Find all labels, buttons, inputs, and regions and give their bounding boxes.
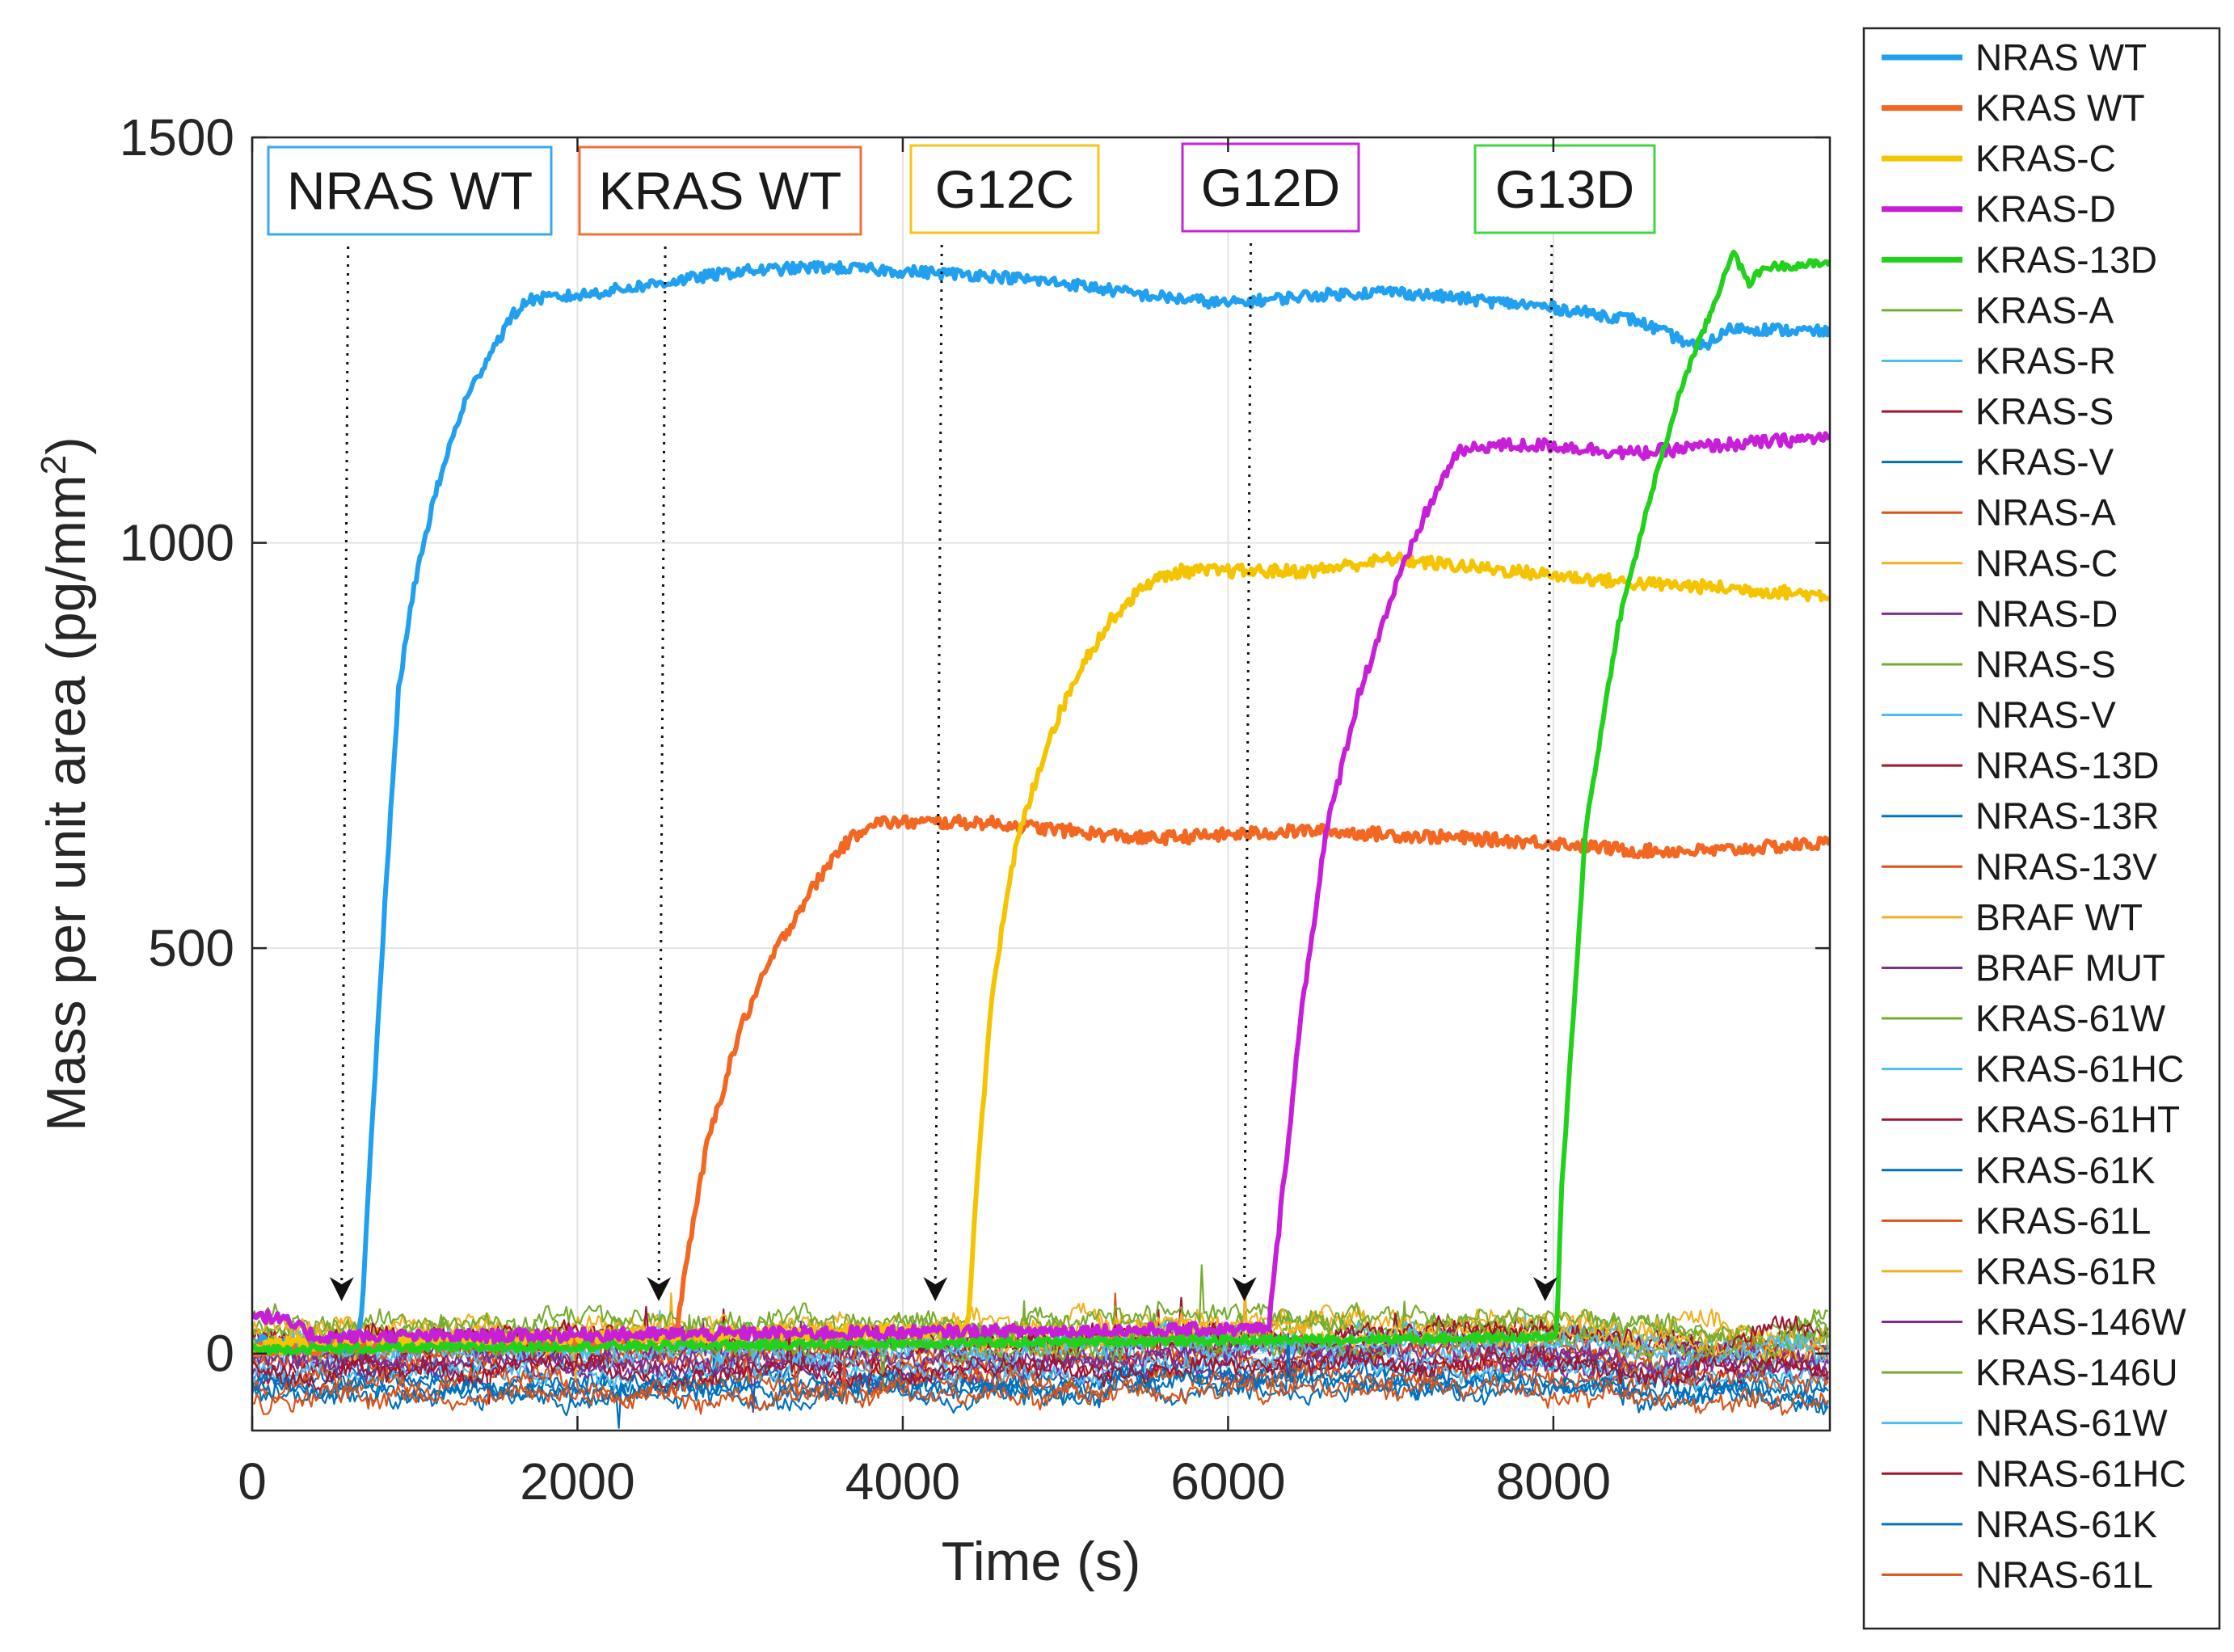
series-line-nras-61hc (252, 1334, 1829, 1394)
series-line-kras-61l (252, 1346, 1829, 1406)
legend-label: NRAS-13V (1975, 845, 2157, 887)
series-line-kras-61w (252, 1264, 1829, 1360)
annotation-label: G12D (1201, 158, 1340, 217)
legend-label: BRAF WT (1975, 896, 2143, 938)
series-line-nras-61k (252, 1333, 1829, 1429)
annotation-label: KRAS WT (599, 161, 842, 221)
legend-label: KRAS-61K (1975, 1149, 2156, 1191)
annotation-box (1473, 144, 1656, 234)
legend-label: NRAS-S (1975, 643, 2116, 685)
legend-label: NRAS-C (1975, 542, 2118, 584)
legend-box (1862, 27, 2221, 1630)
legend-label: NRAS-61W (1975, 1402, 2168, 1444)
series-line-kras-d (252, 431, 1830, 1346)
series-lines (252, 249, 1830, 1429)
legend-label: KRAS-13D (1975, 238, 2157, 280)
series-line-nras-61l (252, 1357, 1829, 1416)
legend-label: NRAS-A (1975, 491, 2116, 533)
annotation-box (909, 144, 1100, 234)
annotation-box (267, 145, 553, 236)
legend-label: KRAS WT (1975, 87, 2145, 129)
legend-label: KRAS-61HT (1975, 1098, 2180, 1140)
x-tick-label: 4000 (845, 1452, 960, 1511)
x-tick-label: 2000 (520, 1452, 634, 1511)
legend-label: NRAS-13R (1975, 795, 2160, 837)
y-axis-label-main: Mass per unit area (pg/mm (36, 474, 97, 1132)
y-tick-label: 1500 (120, 108, 234, 166)
legend-label: KRAS-146U (1975, 1351, 2178, 1393)
legend: NRAS WT KRAS WT KRAS-C KRAS-D KRAS-13D KRAS-A… (1862, 27, 2221, 1630)
annotation-label: G12C (935, 159, 1074, 219)
annotation-label: NRAS WT (287, 161, 533, 221)
legend-label: KRAS-V (1975, 441, 2114, 483)
legend-label: KRAS-S (1975, 390, 2114, 432)
legend-label: BRAF MUT (1975, 946, 2165, 988)
plot-frame (251, 136, 1831, 1432)
annotation-arrow (1232, 242, 1257, 1301)
legend-label: NRAS-D (1975, 592, 2118, 634)
legend-label: NRAS-61K (1975, 1503, 2157, 1545)
annotation-label: G13D (1495, 159, 1634, 219)
series-line-nras-wt (252, 259, 1830, 1355)
legend-label: KRAS-61HC (1975, 1048, 2184, 1090)
x-tick-label: 6000 (1170, 1452, 1285, 1511)
x-tick-label: 0 (238, 1452, 267, 1511)
y-axis-label-superscript: 2 (34, 455, 74, 474)
legend-label: NRAS WT (1975, 36, 2147, 78)
legend-label: KRAS-R (1975, 339, 2116, 381)
x-tick-label: 8000 (1496, 1452, 1611, 1511)
legend-label: NRAS-61L (1975, 1553, 2153, 1595)
y-tick-label: 1000 (120, 514, 234, 572)
legend-label: KRAS-61L (1975, 1199, 2151, 1241)
legend-label: NRAS-13D (1975, 744, 2160, 786)
legend-label: KRAS-D (1975, 188, 2116, 230)
legend-label: KRAS-61R (1975, 1250, 2157, 1292)
y-tick-label: 0 (205, 1325, 234, 1383)
annotation-box (578, 145, 862, 236)
legend-label: KRAS-146W (1975, 1301, 2186, 1343)
annotations: NRAS WT KRAS WT G12C G12D G13D (267, 142, 1656, 1301)
legend-label: KRAS-C (1975, 137, 2116, 179)
legend-label: KRAS-61W (1975, 997, 2166, 1039)
y-tick-label: 500 (148, 919, 234, 977)
y-axis-label: Mass per unit area (pg/mm2) (34, 436, 97, 1132)
series-line-kras-13d (252, 249, 1830, 1356)
legend-label: KRAS-A (1975, 289, 2114, 331)
x-axis-label: Time (s) (942, 1531, 1141, 1592)
legend-label: NRAS-V (1975, 694, 2116, 736)
legend-label: NRAS-61HC (1975, 1452, 2186, 1494)
axis-ticks: 0 2000 4000 6000 8000 0 500 1000 1500 (120, 108, 1830, 1511)
y-axis-label-suffix: ) (36, 436, 97, 455)
annotation-box (1181, 142, 1360, 233)
